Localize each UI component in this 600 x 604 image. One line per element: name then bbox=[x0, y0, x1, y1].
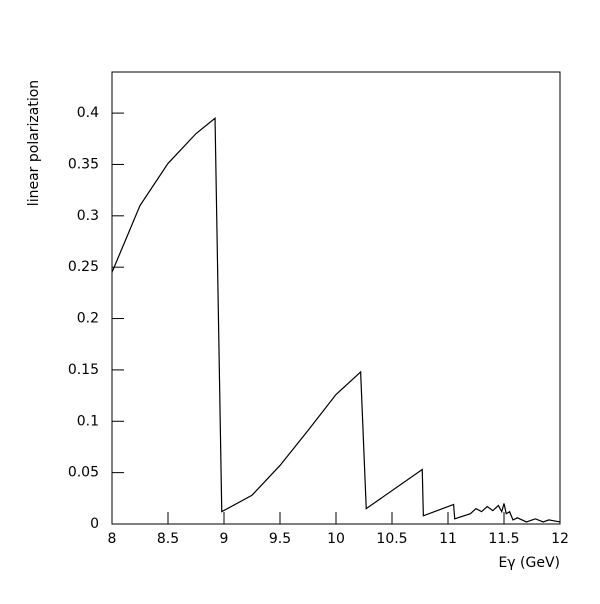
y-tick-label: 0.2 bbox=[77, 311, 99, 327]
x-tick-label: 10 bbox=[327, 531, 345, 547]
x-tick-label: 11.5 bbox=[488, 531, 519, 547]
x-tick-label: 9.5 bbox=[269, 531, 291, 547]
x-tick-label: 8.5 bbox=[157, 531, 179, 547]
y-tick-label: 0.4 bbox=[77, 105, 99, 121]
x-axis-label: Eγ (GeV) bbox=[498, 555, 560, 571]
x-tick-label: 8 bbox=[108, 531, 117, 547]
y-tick-label: 0.15 bbox=[68, 362, 99, 378]
y-axis-label: linear polarization bbox=[26, 80, 42, 206]
y-tick-label: 0.35 bbox=[68, 156, 99, 172]
plot-frame bbox=[111, 71, 561, 525]
y-tick-label: 0.3 bbox=[77, 208, 99, 224]
x-tick-label: 11 bbox=[439, 531, 457, 547]
y-tick-label: 0 bbox=[90, 516, 99, 532]
y-tick-label: 0.25 bbox=[68, 259, 99, 275]
y-tick-label: 0.1 bbox=[77, 413, 99, 429]
data-line bbox=[111, 116, 561, 523]
x-tick-label: 12 bbox=[551, 531, 569, 547]
x-tick-label: 10.5 bbox=[376, 531, 407, 547]
x-tick-label: 9 bbox=[220, 531, 229, 547]
y-tick-label: 0.05 bbox=[68, 465, 99, 481]
